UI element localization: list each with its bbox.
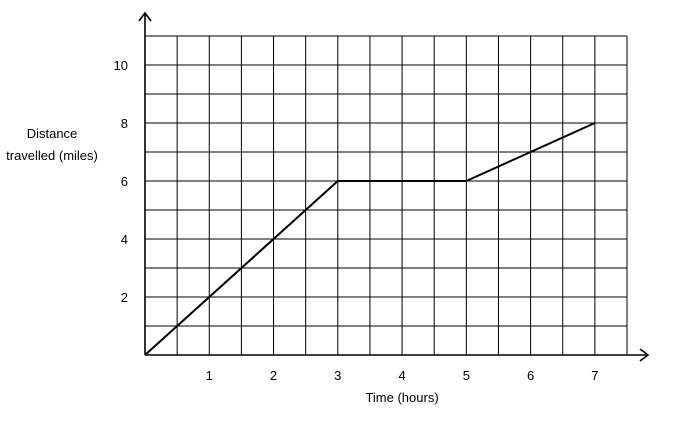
x-tick-label: 2 xyxy=(270,368,277,383)
y-tick-label: 6 xyxy=(121,174,128,189)
tick-labels: 1 2 3 4 5 6 7 2 4 6 8 10 xyxy=(114,58,599,383)
x-axis-label: Time (hours) xyxy=(365,390,438,405)
distance-line xyxy=(144,122,596,356)
x-tick-label: 3 xyxy=(334,368,341,383)
grid xyxy=(145,35,628,355)
y-tick-label: 2 xyxy=(121,290,128,305)
y-axis-label-line-2: travelled (miles) xyxy=(6,148,98,163)
y-axis-arrow xyxy=(138,11,152,22)
series xyxy=(144,122,596,356)
x-tick-label: 5 xyxy=(463,368,470,383)
y-tick-label: 4 xyxy=(121,232,128,247)
y-tick-label: 10 xyxy=(114,58,128,73)
x-axis-arrow xyxy=(639,348,650,362)
x-tick-label: 1 xyxy=(206,368,213,383)
y-axis-label-line-1: Distance xyxy=(27,126,78,141)
axes xyxy=(138,11,650,362)
x-tick-label: 4 xyxy=(398,368,405,383)
y-tick-label: 8 xyxy=(121,116,128,131)
x-tick-label: 6 xyxy=(527,368,534,383)
x-tick-label: 7 xyxy=(591,368,598,383)
